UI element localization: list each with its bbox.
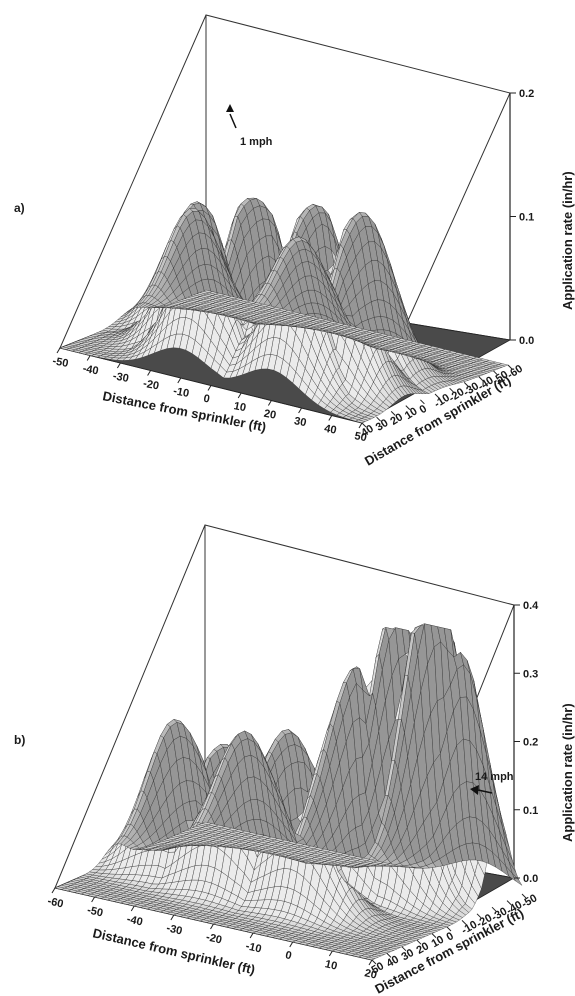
panel-a-tag: a)	[14, 201, 25, 215]
x-tick-mark	[210, 923, 214, 930]
panel-a-z-label: Application rate (in/hr)	[560, 171, 575, 310]
x-tick-label: 40	[323, 423, 337, 437]
x-tick-mark	[207, 385, 212, 391]
y-tick-mark	[405, 405, 411, 410]
panel-a-z-ticks: 0.0 0.1 0.2	[510, 88, 534, 347]
panel-b-z-ticks: 0.0 0.1 0.2 0.3 0.4	[514, 600, 539, 885]
y-tick-label: 40	[359, 423, 376, 440]
x-tick-mark	[86, 355, 91, 361]
panel-b-tag: b)	[14, 733, 25, 747]
x-tick-label: 10	[233, 400, 247, 414]
panel-b-wind-label: 14 mph	[475, 771, 514, 783]
z-tick-label: 0.1	[523, 805, 538, 817]
x-tick-label: -20	[205, 931, 223, 946]
x-tick-label: 50	[353, 430, 367, 444]
z-tick-label: 0.2	[523, 737, 538, 749]
y-tick-label: 10	[403, 405, 420, 422]
y-tick-mark	[463, 382, 469, 387]
x-tick-mark	[91, 896, 96, 903]
panel-b-surface	[54, 623, 523, 961]
x-tick-label: 30	[293, 415, 307, 429]
panel-a: a) 0.0 0.1 0.2 Application rate (in/hr) -5…	[14, 14, 575, 469]
z-tick-label: 0.0	[523, 873, 538, 885]
x-tick-mark	[358, 422, 363, 429]
panel-a-wind-arrow: 1 mph	[226, 104, 273, 148]
panel-a-x-ticks: -50 -40 -30 -20 -10 0 10 20 30 40 50	[51, 347, 368, 444]
x-tick-mark	[56, 347, 61, 354]
x-tick-label: -50	[86, 904, 104, 919]
y-tick-mark	[449, 387, 454, 393]
x-tick-label: 0	[284, 949, 293, 962]
x-tick-mark	[328, 950, 333, 957]
y-tick-label: 0	[417, 403, 429, 416]
y-tick-mark	[507, 364, 513, 370]
x-tick-label: -30	[165, 922, 183, 937]
y-tick-mark	[478, 376, 484, 381]
x-tick-mark	[237, 392, 242, 399]
x-tick-mark	[249, 932, 254, 939]
panel-a-surface	[59, 197, 509, 424]
x-tick-mark	[328, 415, 333, 421]
z-tick-label: 0.4	[523, 600, 539, 612]
y-tick-mark	[434, 393, 440, 399]
x-tick-label: -10	[244, 940, 262, 955]
x-tick-mark	[267, 400, 272, 406]
x-tick-mark	[147, 370, 152, 376]
panel-a-wind-label: 1 mph	[240, 136, 273, 148]
x-tick-mark	[51, 887, 56, 894]
y-tick-mark	[376, 416, 381, 422]
x-tick-label: -40	[126, 913, 144, 928]
x-tick-label: -60	[46, 895, 64, 910]
y-tick-label: 30	[374, 417, 391, 434]
y-tick-mark	[493, 370, 498, 376]
panel-b-z-label: Application rate (in/hr)	[560, 703, 575, 842]
z-tick-label: 0.2	[519, 88, 534, 100]
x-tick-mark	[289, 941, 294, 948]
z-tick-label: 0.0	[519, 335, 534, 347]
x-tick-label: -10	[172, 385, 190, 400]
x-tick-label: 10	[324, 958, 339, 972]
x-tick-mark	[170, 914, 175, 921]
x-tick-label: -20	[142, 378, 160, 393]
x-tick-label: -50	[51, 355, 69, 370]
y-tick-label: 40	[385, 953, 402, 970]
y-tick-mark	[390, 411, 396, 416]
y-tick-mark	[420, 399, 425, 405]
x-tick-label: 0	[202, 393, 210, 406]
z-tick-label: 0.1	[519, 212, 534, 224]
y-tick-label: 20	[388, 411, 405, 428]
x-tick-label: 20	[263, 408, 277, 422]
x-tick-mark	[130, 905, 135, 912]
panel-b: b) 0.0 0.1 0.2 0.3 0.4 Application rate (in/…	[14, 524, 575, 996]
x-tick-mark	[116, 362, 121, 369]
z-tick-label: 0.3	[523, 668, 538, 680]
x-tick-label: -40	[82, 363, 100, 378]
x-tick-label: -30	[112, 370, 130, 385]
y-tick-mark	[361, 422, 367, 428]
x-tick-mark	[298, 407, 303, 414]
x-tick-mark	[177, 377, 182, 384]
